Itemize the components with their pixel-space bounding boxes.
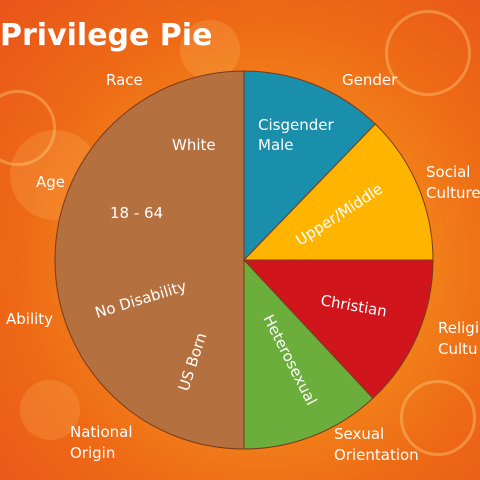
slice-sexual-orientation [243,258,374,450]
background-bubble [385,10,471,96]
background-bubble [20,380,80,440]
slide-title: Privilege Pie [0,18,213,53]
slice-gender [243,70,376,262]
background-bubble [180,20,240,80]
slice-label-cisgender-male: Cisgender Male [258,116,338,154]
outer-label-gender: Gender [342,71,398,89]
slice-social-culture [242,123,434,261]
outer-label-age: Age [36,173,66,191]
outer-label-national-origin: National Origin [70,423,133,462]
background-bubble [0,90,56,166]
outer-label-social-culture: Social Culture [426,163,480,202]
outer-label-sexual-orientation: Sexual Orientation [334,425,419,464]
slice-label-white: White [172,136,216,154]
slice-race-age-ability-origin [54,70,245,450]
background-bubble [400,380,476,456]
outer-label-religious-culture: Religi Cultu [438,319,480,358]
slice-religious-culture [242,259,434,399]
slice-label-age-range: 18 - 64 [110,204,163,222]
outer-label-race: Race [106,71,143,89]
outer-label-ability: Ability [6,310,54,328]
